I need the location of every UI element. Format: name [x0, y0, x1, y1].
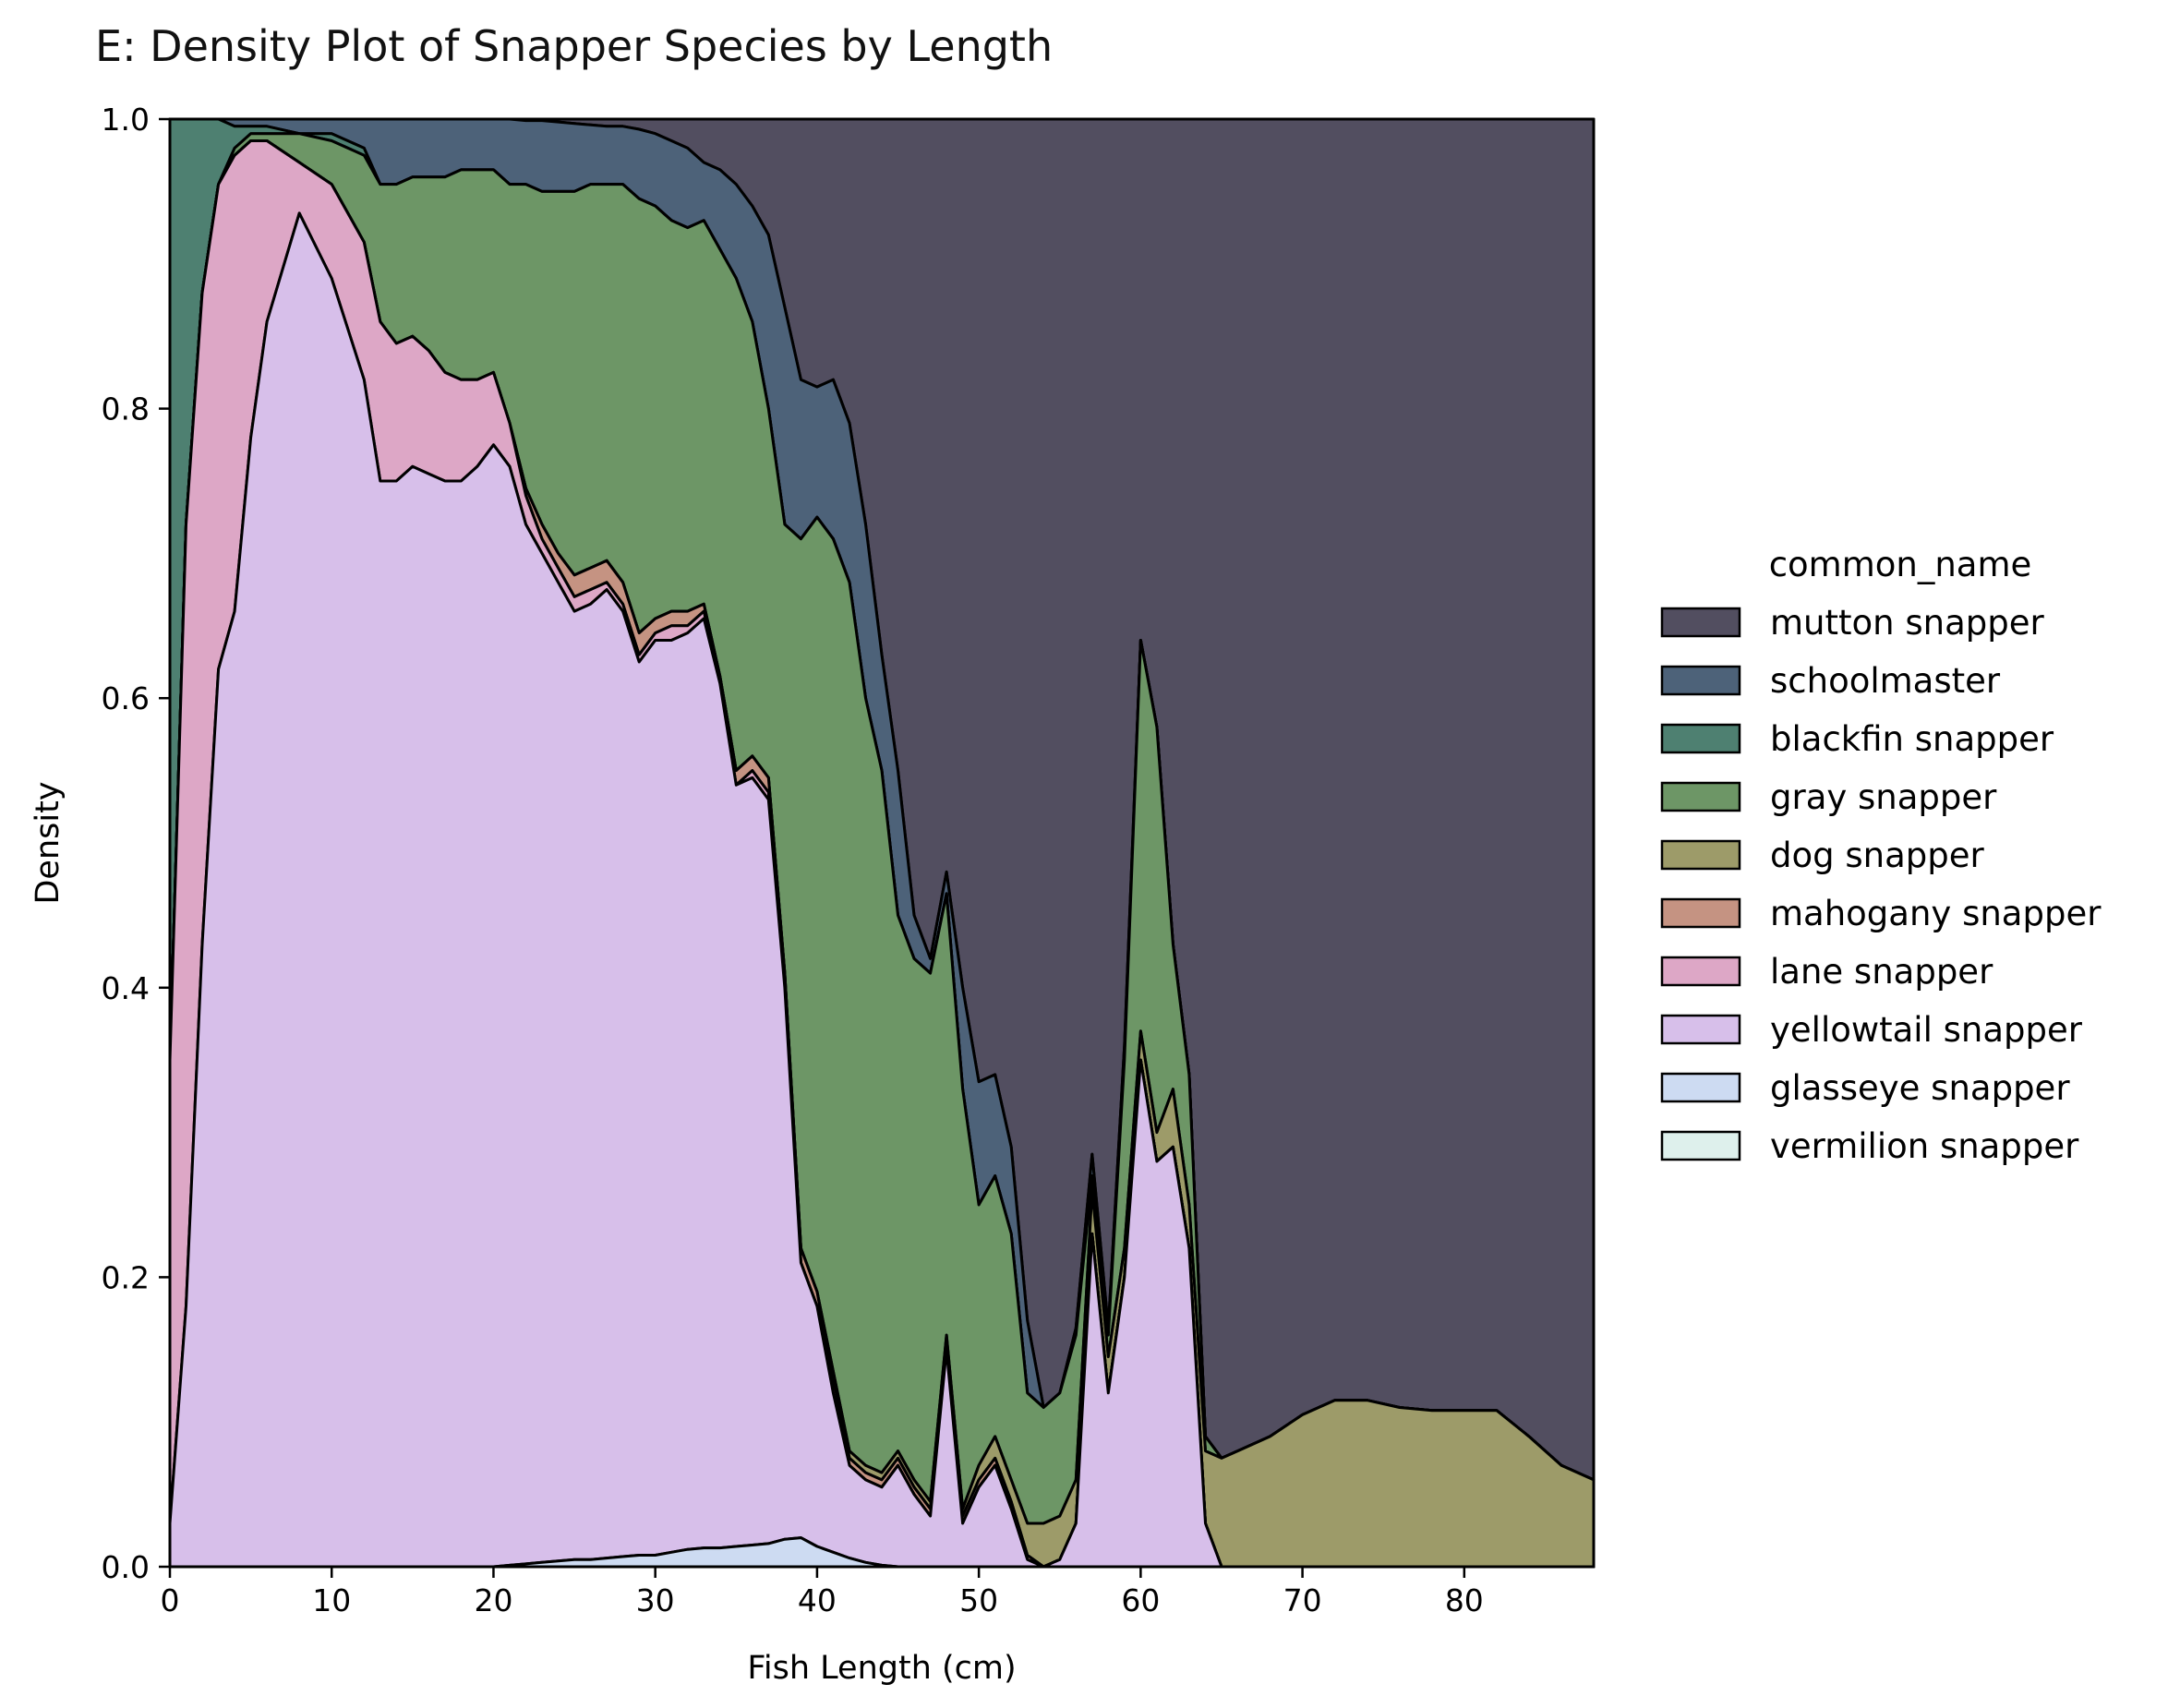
y-tick-label: 0.0 — [102, 1549, 150, 1585]
legend-label-vermilion-snapper: vermilion snapper — [1770, 1126, 2079, 1166]
y-axis-title: Density — [30, 781, 66, 904]
legend-swatch-mutton-snapper — [1660, 607, 1741, 638]
y-axis: 0.0 0.2 0.4 0.6 0.8 1.0 — [102, 102, 170, 1585]
legend-swatch-vermilion-snapper — [1660, 1130, 1741, 1161]
legend-label-blackfin-snapper: blackfin snapper — [1770, 719, 2054, 759]
x-tick-label: 60 — [1121, 1582, 1160, 1618]
legend-label-schoolmaster: schoolmaster — [1770, 661, 2001, 701]
legend-label-glasseye-snapper: glasseye snapper — [1770, 1068, 2070, 1108]
legend-label-mahogany-snapper: mahogany snapper — [1770, 894, 2102, 933]
y-tick-label: 0.2 — [102, 1259, 150, 1295]
x-tick-label: 70 — [1283, 1582, 1322, 1618]
y-tick-label: 1.0 — [102, 102, 150, 138]
legend-swatch-glasseye-snapper — [1660, 1072, 1741, 1103]
y-tick-label: 0.4 — [102, 970, 150, 1006]
legend-label-mutton-snapper: mutton snapper — [1770, 603, 2044, 643]
legend-swatch-gray-snapper — [1660, 781, 1741, 812]
plot-frame — [168, 117, 1596, 1569]
legend-swatch-lane-snapper — [1660, 956, 1741, 987]
x-tick-label: 0 — [161, 1582, 180, 1618]
x-axis: 0 10 20 30 40 50 60 70 80 — [161, 1567, 1484, 1618]
legend-swatch-blackfin-snapper — [1660, 723, 1741, 754]
legend-label-yellowtail-snapper: yellowtail snapper — [1770, 1010, 2083, 1050]
x-axis-title: Fish Length (cm) — [747, 1650, 1016, 1687]
legend-swatch-schoolmaster — [1660, 665, 1741, 696]
chart-title: E: Density Plot of Snapper Species by Le… — [95, 21, 1053, 71]
plot-areas — [168, 117, 1596, 1569]
legend: common_name mutton snapper schoolmaster bl… — [1660, 545, 2102, 1166]
legend-swatch-yellowtail-snapper — [1660, 1014, 1741, 1045]
x-tick-label: 50 — [959, 1582, 998, 1618]
y-tick-label: 0.8 — [102, 391, 150, 427]
y-tick-label: 0.6 — [102, 680, 150, 716]
x-tick-label: 20 — [474, 1582, 512, 1618]
x-tick-label: 30 — [636, 1582, 675, 1618]
legend-label-gray-snapper: gray snapper — [1770, 777, 1997, 817]
legend-label-lane-snapper: lane snapper — [1770, 952, 1993, 992]
legend-label-dog-snapper: dog snapper — [1770, 836, 1985, 875]
legend-swatch-dog-snapper — [1660, 839, 1741, 871]
x-tick-label: 10 — [312, 1582, 351, 1618]
legend-swatch-mahogany-snapper — [1660, 897, 1741, 929]
x-tick-label: 80 — [1445, 1582, 1484, 1618]
legend-title: common_name — [1769, 545, 2032, 584]
x-tick-label: 40 — [798, 1582, 837, 1618]
